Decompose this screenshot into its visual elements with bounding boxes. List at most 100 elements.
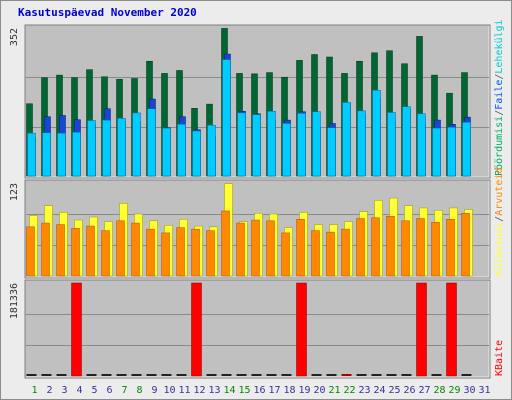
bar-pages-day-9 [147, 108, 156, 177]
bar-visitors-day-29 [446, 219, 455, 277]
panel-visits_visitors: 123 Külastusi/Arvuteid [9, 168, 505, 279]
day-label: 19 [298, 385, 310, 396]
day-label: 20 [313, 385, 325, 396]
day-label: 26 [403, 385, 415, 396]
bar-kbytes-day-17 [266, 374, 277, 376]
bar-visitors-day-18 [281, 232, 290, 277]
day-label: 31 [478, 385, 490, 396]
bar-kbytes-day-2 [41, 374, 52, 376]
bar-visitors-day-20 [311, 230, 320, 277]
bar-kbytes-day-27 [416, 282, 427, 377]
day-label: 4 [76, 385, 82, 396]
day-label: 11 [178, 385, 190, 396]
bar-kbytes-day-29 [446, 282, 457, 377]
y-max-label: 352 [9, 28, 20, 46]
day-label: 23 [358, 385, 370, 396]
day-label: 22 [343, 385, 355, 396]
bar-visitors-day-10 [161, 232, 170, 277]
bar-kbytes-day-24 [371, 374, 382, 376]
bar-visitors-day-26 [401, 220, 410, 277]
day-label: 15 [238, 385, 250, 396]
bar-visitors-day-15 [236, 222, 245, 277]
bar-visitors-day-6 [101, 230, 110, 277]
bar-pages-day-20 [312, 111, 321, 177]
bar-kbytes-day-3 [56, 374, 67, 376]
bar-pages-day-16 [252, 114, 261, 177]
bar-pages-day-26 [402, 106, 411, 177]
day-label: 8 [136, 385, 142, 396]
legend-visits_visitors: Külastusi/Arvuteid [494, 168, 505, 276]
day-label: 6 [106, 385, 112, 396]
legend-entry: Pöördumisi [494, 116, 505, 176]
bar-visitors-day-25 [386, 216, 395, 277]
bar-pages-day-19 [297, 113, 306, 177]
bar-kbytes-day-14 [221, 374, 232, 376]
bar-kbytes-day-4 [71, 282, 82, 377]
bar-visitors-day-2 [41, 222, 50, 277]
bar-pages-day-29 [447, 126, 456, 177]
bar-pages-day-21 [327, 127, 336, 177]
day-label: 13 [208, 385, 220, 396]
day-label: 14 [223, 385, 235, 396]
bar-pages-day-14 [222, 59, 231, 177]
bar-pages-day-30 [462, 121, 471, 177]
day-label: 9 [151, 385, 157, 396]
bar-visitors-day-9 [146, 228, 155, 277]
bar-kbytes-day-13 [206, 374, 217, 376]
panel-background [24, 279, 491, 379]
legend-entry: Faile [494, 80, 505, 110]
bar-visitors-day-14 [221, 210, 230, 277]
legend-entry: / [494, 110, 505, 116]
bar-kbytes-day-9 [146, 374, 157, 376]
bar-kbytes-day-10 [161, 374, 172, 376]
bar-visitors-day-11 [176, 227, 185, 277]
bar-kbytes-day-11 [176, 374, 187, 376]
bar-kbytes-day-1 [26, 374, 37, 376]
legend-entry: / [494, 216, 505, 222]
bar-pages-day-18 [282, 123, 291, 177]
bar-kbytes-day-16 [251, 374, 262, 376]
bar-pages-day-5 [87, 120, 96, 177]
bar-pages-day-7 [117, 118, 126, 177]
day-label: 16 [253, 385, 265, 396]
bar-kbytes-day-6 [101, 374, 112, 376]
y-max-label: 123 [9, 183, 20, 201]
legend-entry: KBaite [494, 340, 505, 376]
day-label: 25 [388, 385, 400, 396]
bar-visitors-day-3 [56, 224, 65, 277]
legend-entry: Lehekülgi [494, 19, 505, 73]
bar-kbytes-day-26 [401, 374, 412, 376]
legend-kbytes: KBaite [494, 340, 505, 376]
day-label: 28 [433, 385, 445, 396]
bar-visitors-day-17 [266, 220, 275, 277]
bar-kbytes-day-15 [236, 374, 247, 376]
bar-visitors-day-7 [116, 220, 125, 277]
bar-pages-day-28 [432, 127, 441, 177]
bar-kbytes-day-25 [386, 374, 397, 376]
day-label: 10 [163, 385, 175, 396]
bar-pages-day-1 [27, 132, 36, 177]
bar-pages-day-6 [102, 119, 111, 177]
bar-pages-day-22 [342, 102, 351, 177]
bar-kbytes-day-23 [356, 374, 367, 376]
bar-visitors-day-1 [26, 226, 35, 277]
day-label: 29 [448, 385, 460, 396]
legend-entry: Arvuteid [494, 168, 505, 216]
bar-pages-day-11 [177, 124, 186, 177]
bar-pages-day-10 [162, 127, 171, 177]
day-label: 24 [373, 385, 385, 396]
day-axis: 1 2 3 4 5 6 7 8 9 10 11 12 13 14 15 16 17 18 19 20 21 22 23 24 2… [31, 385, 490, 396]
day-label: 30 [463, 385, 475, 396]
bar-visitors-day-28 [431, 222, 440, 277]
bar-pages-day-3 [57, 132, 66, 177]
bar-kbytes-day-7 [116, 374, 127, 376]
bar-visitors-day-13 [206, 230, 215, 277]
day-label: 17 [268, 385, 280, 396]
day-label: 1 [31, 385, 37, 396]
bar-pages-day-24 [372, 89, 381, 177]
day-label: 27 [418, 385, 430, 396]
bar-kbytes-day-8 [131, 374, 142, 376]
bar-visitors-day-4 [71, 228, 80, 277]
bar-pages-day-27 [417, 113, 426, 177]
